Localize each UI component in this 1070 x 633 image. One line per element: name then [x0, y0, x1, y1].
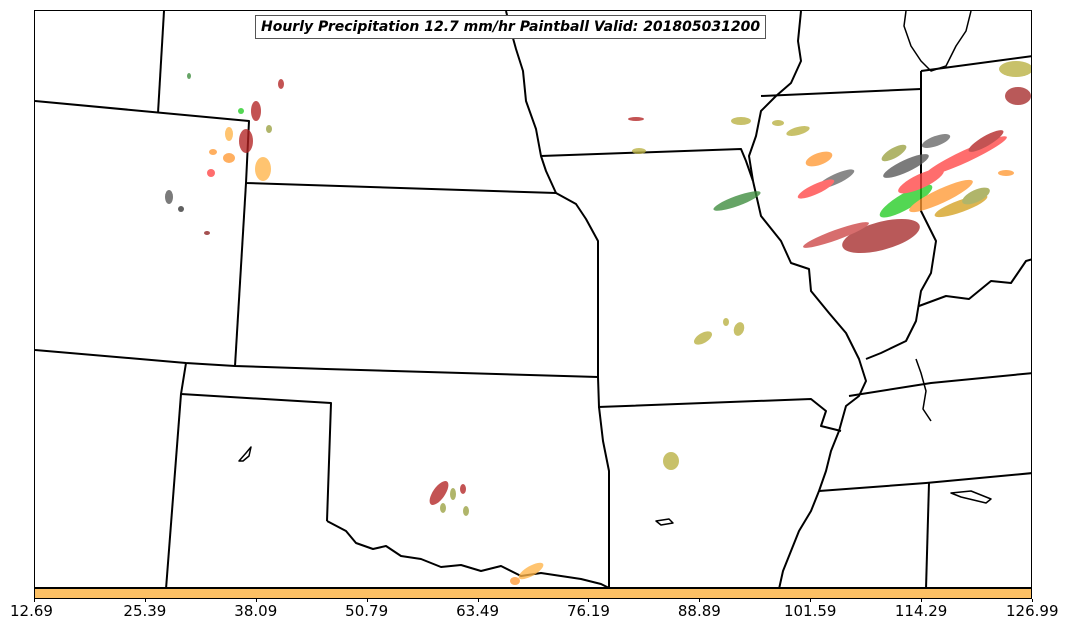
precip-blob	[510, 577, 520, 585]
precip-blob	[266, 125, 272, 133]
arkansas-west-border	[597, 376, 610, 587]
precip-blob	[803, 222, 869, 248]
colorbar-tick-label: 114.29	[894, 602, 948, 620]
precip-blob	[772, 120, 784, 126]
wisconsin-illinois-border	[760, 88, 922, 97]
precip-blob	[165, 190, 173, 204]
red-river	[326, 520, 610, 587]
precipitation-paintballs	[165, 61, 1031, 585]
colorbar-tick-mark	[921, 599, 923, 602]
precip-blob	[187, 73, 191, 79]
ohio-river	[918, 258, 1031, 307]
precip-blob	[881, 144, 907, 162]
precip-blob	[883, 154, 929, 178]
colorbar-tick-mark	[1032, 599, 1033, 602]
colorbar-tick-label: 126.99	[1006, 602, 1059, 620]
tennessee-river	[915, 358, 932, 422]
precip-blob	[278, 79, 284, 89]
precip-blob	[713, 191, 761, 211]
precip-blob	[225, 127, 233, 141]
mississippi-alabama-border	[925, 482, 930, 587]
precip-blob	[663, 452, 679, 470]
precip-blob	[999, 61, 1031, 77]
colorbar-tick-label: 76.19	[566, 602, 610, 620]
colorbar-tick-label: 12.69	[10, 602, 53, 620]
map-canvas	[35, 11, 1031, 587]
precip-blob	[255, 157, 271, 181]
precip-blob	[731, 117, 751, 125]
precip-blob	[178, 206, 184, 212]
precip-blob	[463, 506, 469, 516]
colorbar-tick-mark	[477, 599, 479, 602]
precip-blob	[733, 322, 745, 336]
precip-blob	[786, 126, 810, 136]
colorbar-tick-mark	[810, 599, 812, 602]
precip-blob	[440, 503, 446, 513]
colorbar-tick-mark	[144, 599, 146, 602]
tennessee-mississippi-border	[818, 472, 1031, 492]
colorbar-tick-mark	[34, 599, 35, 602]
precip-blob	[450, 488, 456, 500]
precip-blob	[204, 231, 210, 235]
south-dakota-nebraska-border	[157, 11, 165, 114]
colorbar-tick-mark	[366, 599, 368, 602]
precip-blob	[632, 148, 646, 154]
arkansas-north-border	[597, 398, 842, 432]
precip-blob	[460, 484, 466, 494]
ar-lake-detail	[655, 518, 674, 526]
illinois-indiana-border	[865, 71, 937, 360]
colorbar-tick-label: 88.89	[677, 602, 721, 620]
precip-blob	[238, 108, 244, 114]
colorbar-tick-mark	[255, 599, 257, 602]
lake-michigan-shore	[903, 11, 972, 72]
mississippi-river	[752, 180, 867, 587]
colorbar-tick-label: 63.49	[456, 602, 500, 620]
precip-blob	[693, 331, 713, 345]
precip-blob	[239, 129, 253, 153]
iowa-missouri-border	[540, 148, 754, 182]
wyoming-nebraska-border	[35, 100, 557, 194]
colorbar	[34, 588, 1032, 599]
precip-blob	[223, 153, 235, 163]
precip-blob	[842, 218, 920, 254]
nm-lake-detail	[238, 446, 252, 462]
map-panel	[34, 10, 1032, 588]
precip-blob	[998, 170, 1014, 176]
precip-blob	[628, 117, 644, 121]
precip-blob	[518, 562, 544, 580]
precip-blob	[429, 481, 449, 505]
precip-blob	[962, 187, 990, 205]
precip-blob	[797, 179, 835, 199]
map-title: Hourly Precipitation 12.7 mm/hr Paintbal…	[255, 15, 767, 39]
colorbar-tick-mark	[699, 599, 701, 602]
lake-detail	[950, 490, 992, 504]
colorado-new-mexico-border	[35, 349, 599, 378]
kansas-oklahoma-border	[555, 192, 599, 377]
oklahoma-texas-panhandle	[180, 362, 332, 522]
precip-blob	[251, 101, 261, 121]
precip-blob	[1005, 87, 1031, 105]
precip-blob	[909, 179, 973, 213]
colorado-kansas-border	[234, 182, 247, 367]
colorbar-tick-mark	[588, 599, 590, 602]
precip-blob	[207, 169, 215, 177]
precip-blob	[209, 149, 217, 155]
precip-blob	[879, 184, 933, 218]
precip-blob	[968, 130, 1004, 152]
precip-blob	[805, 151, 833, 167]
colorbar-tick-label: 101.59	[783, 602, 837, 620]
state-boundaries	[35, 11, 1031, 587]
new-mexico-west-border	[165, 393, 182, 587]
precip-blob	[921, 134, 951, 148]
colorbar-tick-label: 25.39	[123, 602, 167, 620]
colorbar-tick-label: 50.79	[345, 602, 389, 620]
colorbar-tick-label: 38.09	[234, 602, 278, 620]
kentucky-tennessee-border	[848, 372, 1031, 397]
precip-blob	[723, 318, 729, 326]
